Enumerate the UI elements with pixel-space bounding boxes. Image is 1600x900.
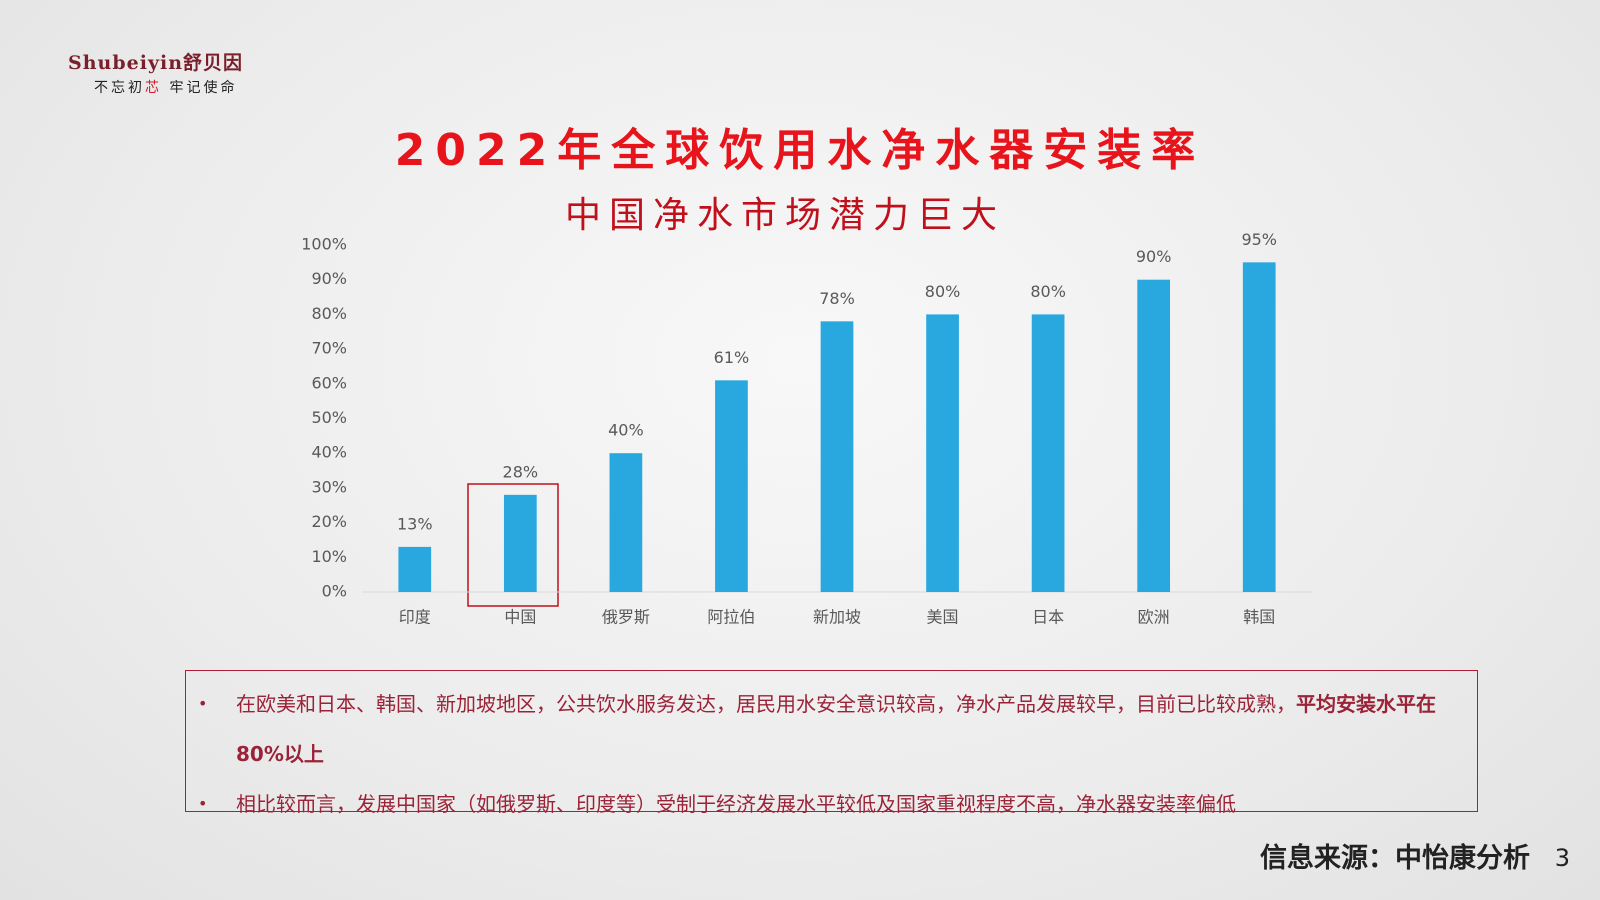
x-tick-label: 阿拉伯 xyxy=(707,608,755,627)
source: 信息来源：中怡康分析 xyxy=(1260,843,1530,874)
bar xyxy=(926,314,959,592)
y-tick-label: 90% xyxy=(311,269,347,288)
note-text: 相比较而言，发展中国家（如俄罗斯、印度等）受制于经济发展水平较低及国家重视程度不… xyxy=(236,792,1236,816)
y-tick-label: 0% xyxy=(322,582,347,601)
data-label: 90% xyxy=(1136,247,1172,266)
y-tick-label: 40% xyxy=(311,443,347,462)
x-tick-label: 俄罗斯 xyxy=(602,608,650,627)
data-label: 95% xyxy=(1241,230,1277,249)
logo: Shubeiyin舒贝因 不忘初芯 牢记使命 xyxy=(68,48,243,97)
bar xyxy=(1031,314,1065,592)
bar xyxy=(398,546,432,592)
y-tick-label: 10% xyxy=(311,547,347,566)
data-label: 78% xyxy=(819,289,855,308)
y-tick-label: 80% xyxy=(311,304,347,323)
bar xyxy=(715,380,748,592)
x-tick-label: 日本 xyxy=(1032,608,1064,627)
y-tick-label: 30% xyxy=(311,477,347,496)
x-tick-label: 韩国 xyxy=(1243,608,1275,627)
y-tick-label: 50% xyxy=(311,408,347,427)
bar xyxy=(1242,262,1276,592)
bar xyxy=(503,494,537,592)
tagline: 不忘初芯 牢记使命 xyxy=(94,77,243,97)
chart-title: 2022年全球饮用水净水器安装率 xyxy=(395,125,1205,176)
data-label: 40% xyxy=(608,421,644,440)
y-tick-label: 70% xyxy=(311,339,347,358)
x-tick-label: 欧洲 xyxy=(1138,608,1170,627)
tagline-part: 芯 xyxy=(145,80,162,96)
data-label: 80% xyxy=(925,282,961,301)
note-bold: 平均安装水平在80%以上 xyxy=(236,692,1436,766)
y-tick-label: 100% xyxy=(301,235,347,254)
brand: Shubeiyin舒贝因 xyxy=(68,52,244,74)
data-label: 28% xyxy=(503,462,539,481)
data-label: 13% xyxy=(397,514,433,533)
x-tick-label: 中国 xyxy=(504,608,536,627)
note: 相比较而言，发展中国家（如俄罗斯、印度等）受制于经济发展水平较低及国家重视程度不… xyxy=(198,779,1437,829)
highlight-box xyxy=(467,483,559,607)
x-tick-label: 美国 xyxy=(927,608,959,627)
tagline-part: 牢记使命 xyxy=(162,80,238,96)
tagline-part: 不忘初 xyxy=(94,80,145,96)
y-tick-label: 20% xyxy=(311,512,347,531)
bar xyxy=(609,453,643,592)
x-tick-label: 印度 xyxy=(399,608,431,627)
chart-subtitle: 中国净水市场潜力巨大 xyxy=(565,195,1005,236)
note-text: 在欧美和日本、韩国、新加坡地区，公共饮水服务发达，居民用水安全意识较高，净水产品… xyxy=(236,692,1296,716)
y-tick-label: 60% xyxy=(311,373,347,392)
data-label: 61% xyxy=(714,348,750,367)
bar xyxy=(1137,279,1171,592)
bar xyxy=(820,321,854,592)
data-label: 80% xyxy=(1030,282,1066,301)
note: 在欧美和日本、韩国、新加坡地区，公共饮水服务发达，居民用水安全意识较高，净水产品… xyxy=(198,679,1437,779)
page-number: 3 xyxy=(1554,844,1570,872)
notes-box: 在欧美和日本、韩国、新加坡地区，公共饮水服务发达，居民用水安全意识较高，净水产品… xyxy=(185,670,1478,829)
x-tick-label: 新加坡 xyxy=(813,608,861,627)
